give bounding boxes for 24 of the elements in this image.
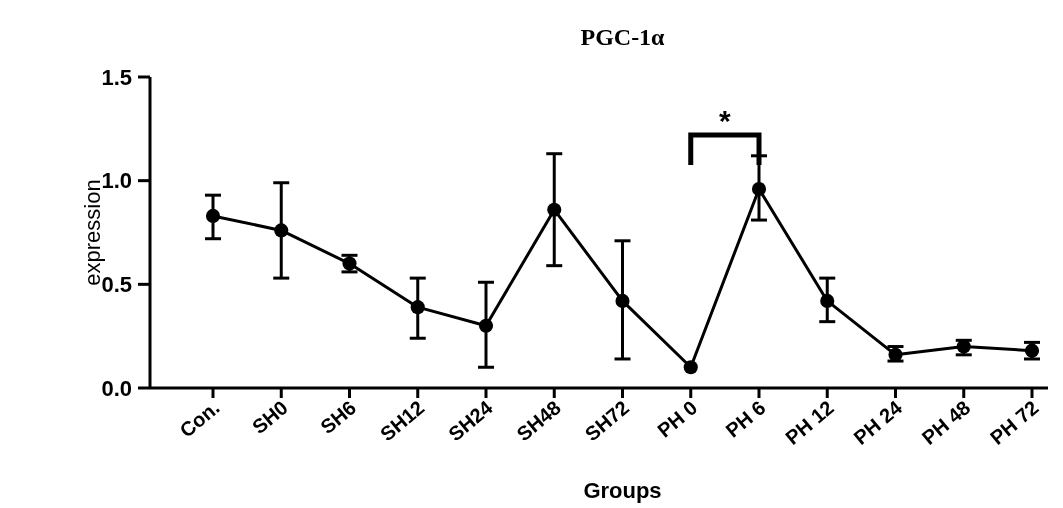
point [615,293,630,308]
x-tick-label: Con. [175,396,224,442]
x-tick-label: PH 24 [849,395,907,449]
x-tick-label: PH 48 [917,396,975,449]
x-tick-label: SH6 [316,396,361,439]
x-tick-label: PH 72 [985,396,1043,449]
x-tick-label: PH 12 [781,396,838,449]
point [478,318,494,333]
point [683,360,698,375]
x-tick-label: SH0 [247,396,292,439]
y-tick-label: 0.0 [101,375,132,401]
point [547,202,562,217]
point [751,181,767,197]
x-tick-label: PH 6 [721,396,770,442]
y-tick-label: 1.0 [101,168,132,194]
point [820,293,835,308]
chart-title: PGC-1α [580,24,666,50]
y-tick-label: 1.5 [101,64,132,90]
x-tick-label: PH 0 [653,396,702,442]
annotation: * [719,104,732,138]
point [205,208,221,223]
point [274,223,289,238]
point [410,300,425,315]
x-axis-title: Groups [583,478,662,503]
